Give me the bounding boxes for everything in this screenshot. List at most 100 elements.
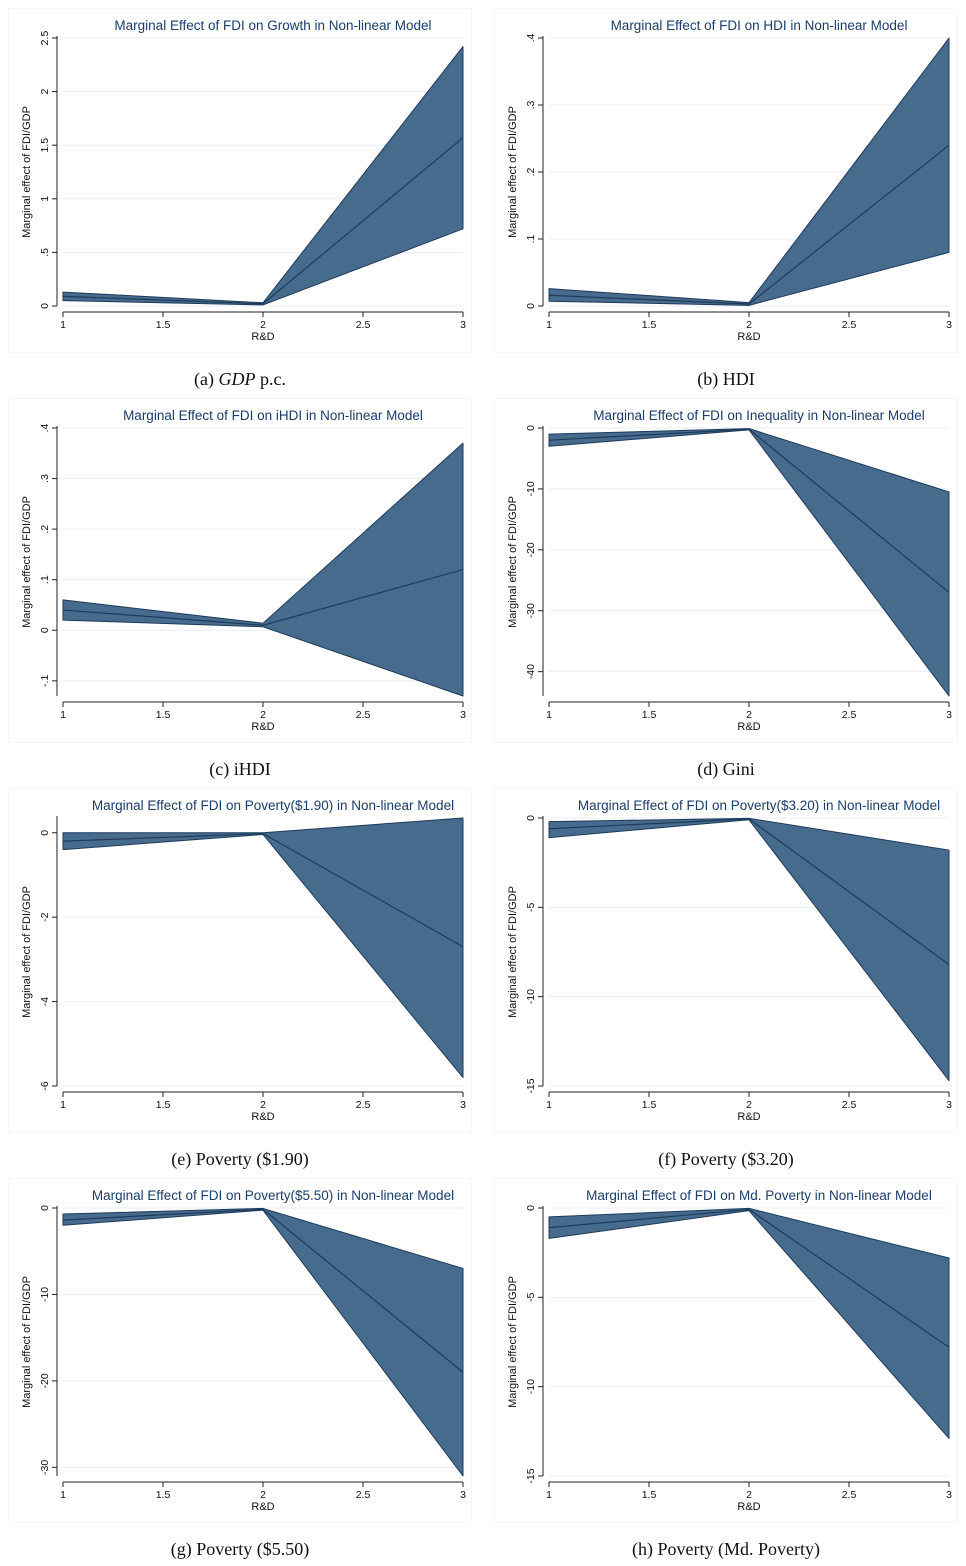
x-tick-label: 1.5 xyxy=(642,1489,657,1501)
confidence-band xyxy=(62,46,464,306)
x-tick-label: 2 xyxy=(260,709,266,721)
chart-panel-3: Marginal Effect of FDI on iHDI in Non-li… xyxy=(8,398,472,743)
estimate-line xyxy=(548,144,950,305)
subfigure-caption: (e) Poverty ($1.90) xyxy=(8,1149,472,1170)
x-tick-label: 1 xyxy=(60,709,66,721)
y-tick-label: -10 xyxy=(39,1287,51,1302)
caption-label: (d) xyxy=(697,759,719,779)
x-axis-label: R&D xyxy=(251,721,274,733)
chart-svg: Marginal Effect of FDI on Growth in Non-… xyxy=(8,8,472,353)
y-tick-label: 2.5 xyxy=(39,31,51,46)
x-tick-label: 3 xyxy=(460,1099,466,1111)
x-tick-label: 3 xyxy=(946,1099,952,1111)
y-tick-label: 0 xyxy=(525,425,537,431)
x-tick-label: 3 xyxy=(460,319,466,331)
y-tick-label: -15 xyxy=(525,1468,537,1483)
chart-svg: Marginal Effect of FDI on Poverty($3.20)… xyxy=(494,788,958,1133)
caption-label: (c) xyxy=(209,759,230,779)
y-tick-label: -40 xyxy=(525,664,537,679)
estimate-line xyxy=(62,569,464,626)
y-tick-label: 1 xyxy=(39,196,51,202)
caption-text: Gini xyxy=(722,759,755,779)
x-tick-label: 3 xyxy=(946,709,952,721)
y-tick-label: -10 xyxy=(525,481,537,496)
chart-title: Marginal Effect of FDI on Poverty($5.50)… xyxy=(92,1188,454,1203)
caption-text: HDI xyxy=(722,369,755,389)
chart-title: Marginal Effect of FDI on Md. Poverty in… xyxy=(586,1188,932,1203)
subfigure-caption: (d) Gini xyxy=(494,759,958,780)
chart-panel-7: Marginal Effect of FDI on Poverty($5.50)… xyxy=(8,1178,472,1523)
x-axis-label: R&D xyxy=(251,1111,274,1123)
y-tick-label: .2 xyxy=(39,525,51,534)
x-tick-label: 2.5 xyxy=(356,319,371,331)
y-axis-label: Marginal effect of FDI/GDP xyxy=(507,496,519,628)
y-tick-label: -4 xyxy=(39,997,51,1006)
x-tick-label: 2.5 xyxy=(842,709,857,721)
chart-title: Marginal Effect of FDI on iHDI in Non-li… xyxy=(123,408,423,423)
y-tick-label: .3 xyxy=(525,100,537,109)
y-tick-label: 0 xyxy=(525,1205,537,1211)
x-tick-label: 2 xyxy=(260,1489,266,1501)
x-tick-label: 1.5 xyxy=(642,1099,657,1111)
confidence-band xyxy=(548,37,950,306)
caption-text: Poverty (Md. Poverty) xyxy=(657,1539,820,1559)
chart-panel-6: Marginal Effect of FDI on Poverty($3.20)… xyxy=(494,788,958,1133)
chart-svg: Marginal Effect of FDI on Poverty($5.50)… xyxy=(8,1178,472,1523)
estimate-line xyxy=(548,818,950,965)
x-tick-label: 1.5 xyxy=(642,319,657,331)
subfigure-caption: (f) Poverty ($3.20) xyxy=(494,1149,958,1170)
x-axis-label: R&D xyxy=(737,1501,760,1513)
x-tick-label: 2.5 xyxy=(842,1489,857,1501)
x-axis-label: R&D xyxy=(737,331,760,343)
x-tick-label: 2.5 xyxy=(842,1099,857,1111)
x-tick-label: 1 xyxy=(60,319,66,331)
y-axis-label: Marginal effect of FDI/GDP xyxy=(21,496,33,628)
x-tick-label: 1 xyxy=(546,1489,552,1501)
y-tick-label: .5 xyxy=(39,248,51,257)
subfigure-caption: (h) Poverty (Md. Poverty) xyxy=(494,1539,958,1560)
x-tick-label: 1 xyxy=(60,1489,66,1501)
y-tick-label: .1 xyxy=(39,575,51,584)
confidence-band xyxy=(548,428,950,697)
x-tick-label: 3 xyxy=(946,319,952,331)
y-tick-label: .4 xyxy=(525,33,537,42)
x-tick-label: 1 xyxy=(60,1099,66,1111)
estimate-line xyxy=(62,833,464,948)
caption-label: (h) xyxy=(632,1539,653,1559)
y-tick-label: -20 xyxy=(525,542,537,557)
y-tick-label: .2 xyxy=(525,167,537,176)
estimate-line xyxy=(548,1208,950,1348)
y-tick-label: 0 xyxy=(39,303,51,309)
y-tick-label: 2 xyxy=(39,89,51,95)
caption-text: p.c. xyxy=(259,369,286,389)
chart-title: Marginal Effect of FDI on Poverty($1.90)… xyxy=(92,798,454,813)
y-tick-label: 0 xyxy=(39,627,51,633)
confidence-band xyxy=(62,1207,464,1477)
chart-svg: Marginal Effect of FDI on Inequality in … xyxy=(494,398,958,743)
y-tick-label: .3 xyxy=(39,474,51,483)
confidence-band xyxy=(62,442,464,697)
y-axis-label: Marginal effect of FDI/GDP xyxy=(507,1276,519,1408)
y-tick-label: .1 xyxy=(525,234,537,243)
chart-panel-4: Marginal Effect of FDI on Inequality in … xyxy=(494,398,958,743)
y-tick-label: -30 xyxy=(525,603,537,618)
chart-panel-8: Marginal Effect of FDI on Md. Poverty in… xyxy=(494,1178,958,1523)
chart-svg: Marginal Effect of FDI on iHDI in Non-li… xyxy=(8,398,472,743)
y-tick-label: 1.5 xyxy=(39,138,51,153)
caption-text: Poverty ($5.50) xyxy=(196,1539,310,1559)
x-tick-label: 2 xyxy=(260,1099,266,1111)
chart-title: Marginal Effect of FDI on Poverty($3.20)… xyxy=(578,798,940,813)
x-tick-label: 1.5 xyxy=(156,709,171,721)
x-tick-label: 3 xyxy=(460,709,466,721)
chart-title: Marginal Effect of FDI on HDI in Non-lin… xyxy=(611,18,908,33)
chart-panel-1: Marginal Effect of FDI on Growth in Non-… xyxy=(8,8,472,353)
subfigure-caption: (b) HDI xyxy=(494,369,958,390)
estimate-line xyxy=(62,1208,464,1373)
estimate-line xyxy=(548,428,950,593)
chart-panel-2: Marginal Effect of FDI on HDI in Non-lin… xyxy=(494,8,958,353)
y-tick-label: .4 xyxy=(39,423,51,432)
x-axis-label: R&D xyxy=(737,1111,760,1123)
y-axis-label: Marginal effect of FDI/GDP xyxy=(507,106,519,238)
estimate-line xyxy=(62,137,464,305)
y-tick-label: 0 xyxy=(39,830,51,836)
